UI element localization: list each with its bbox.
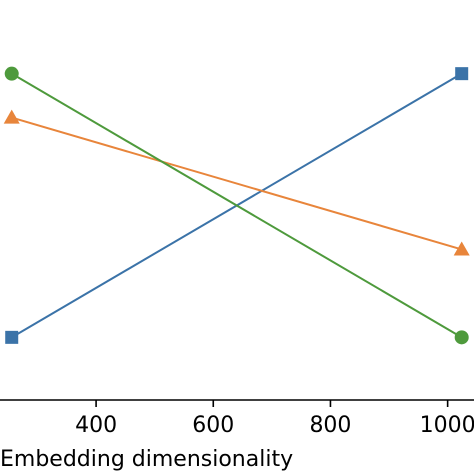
x-tick-label: 600	[192, 413, 234, 438]
series-line-2	[11, 116, 462, 251]
x-tick-label: 1000	[420, 413, 474, 438]
x-tick-label: 800	[309, 413, 351, 438]
series-line-3	[11, 72, 463, 339]
x-axis-ticks: 400 600 800 1000	[75, 400, 474, 438]
x-axis-title: Embedding dimensionality	[0, 447, 293, 472]
series-3-point-1	[4, 66, 19, 81]
series-1-point-1	[5, 330, 19, 344]
plot-area	[3, 66, 470, 345]
x-tick-label: 400	[75, 413, 117, 438]
series-2-point-2	[453, 241, 470, 256]
series-2-point-1	[3, 109, 20, 124]
series-1-point-2	[455, 67, 469, 81]
series-3-point-2	[454, 330, 469, 345]
